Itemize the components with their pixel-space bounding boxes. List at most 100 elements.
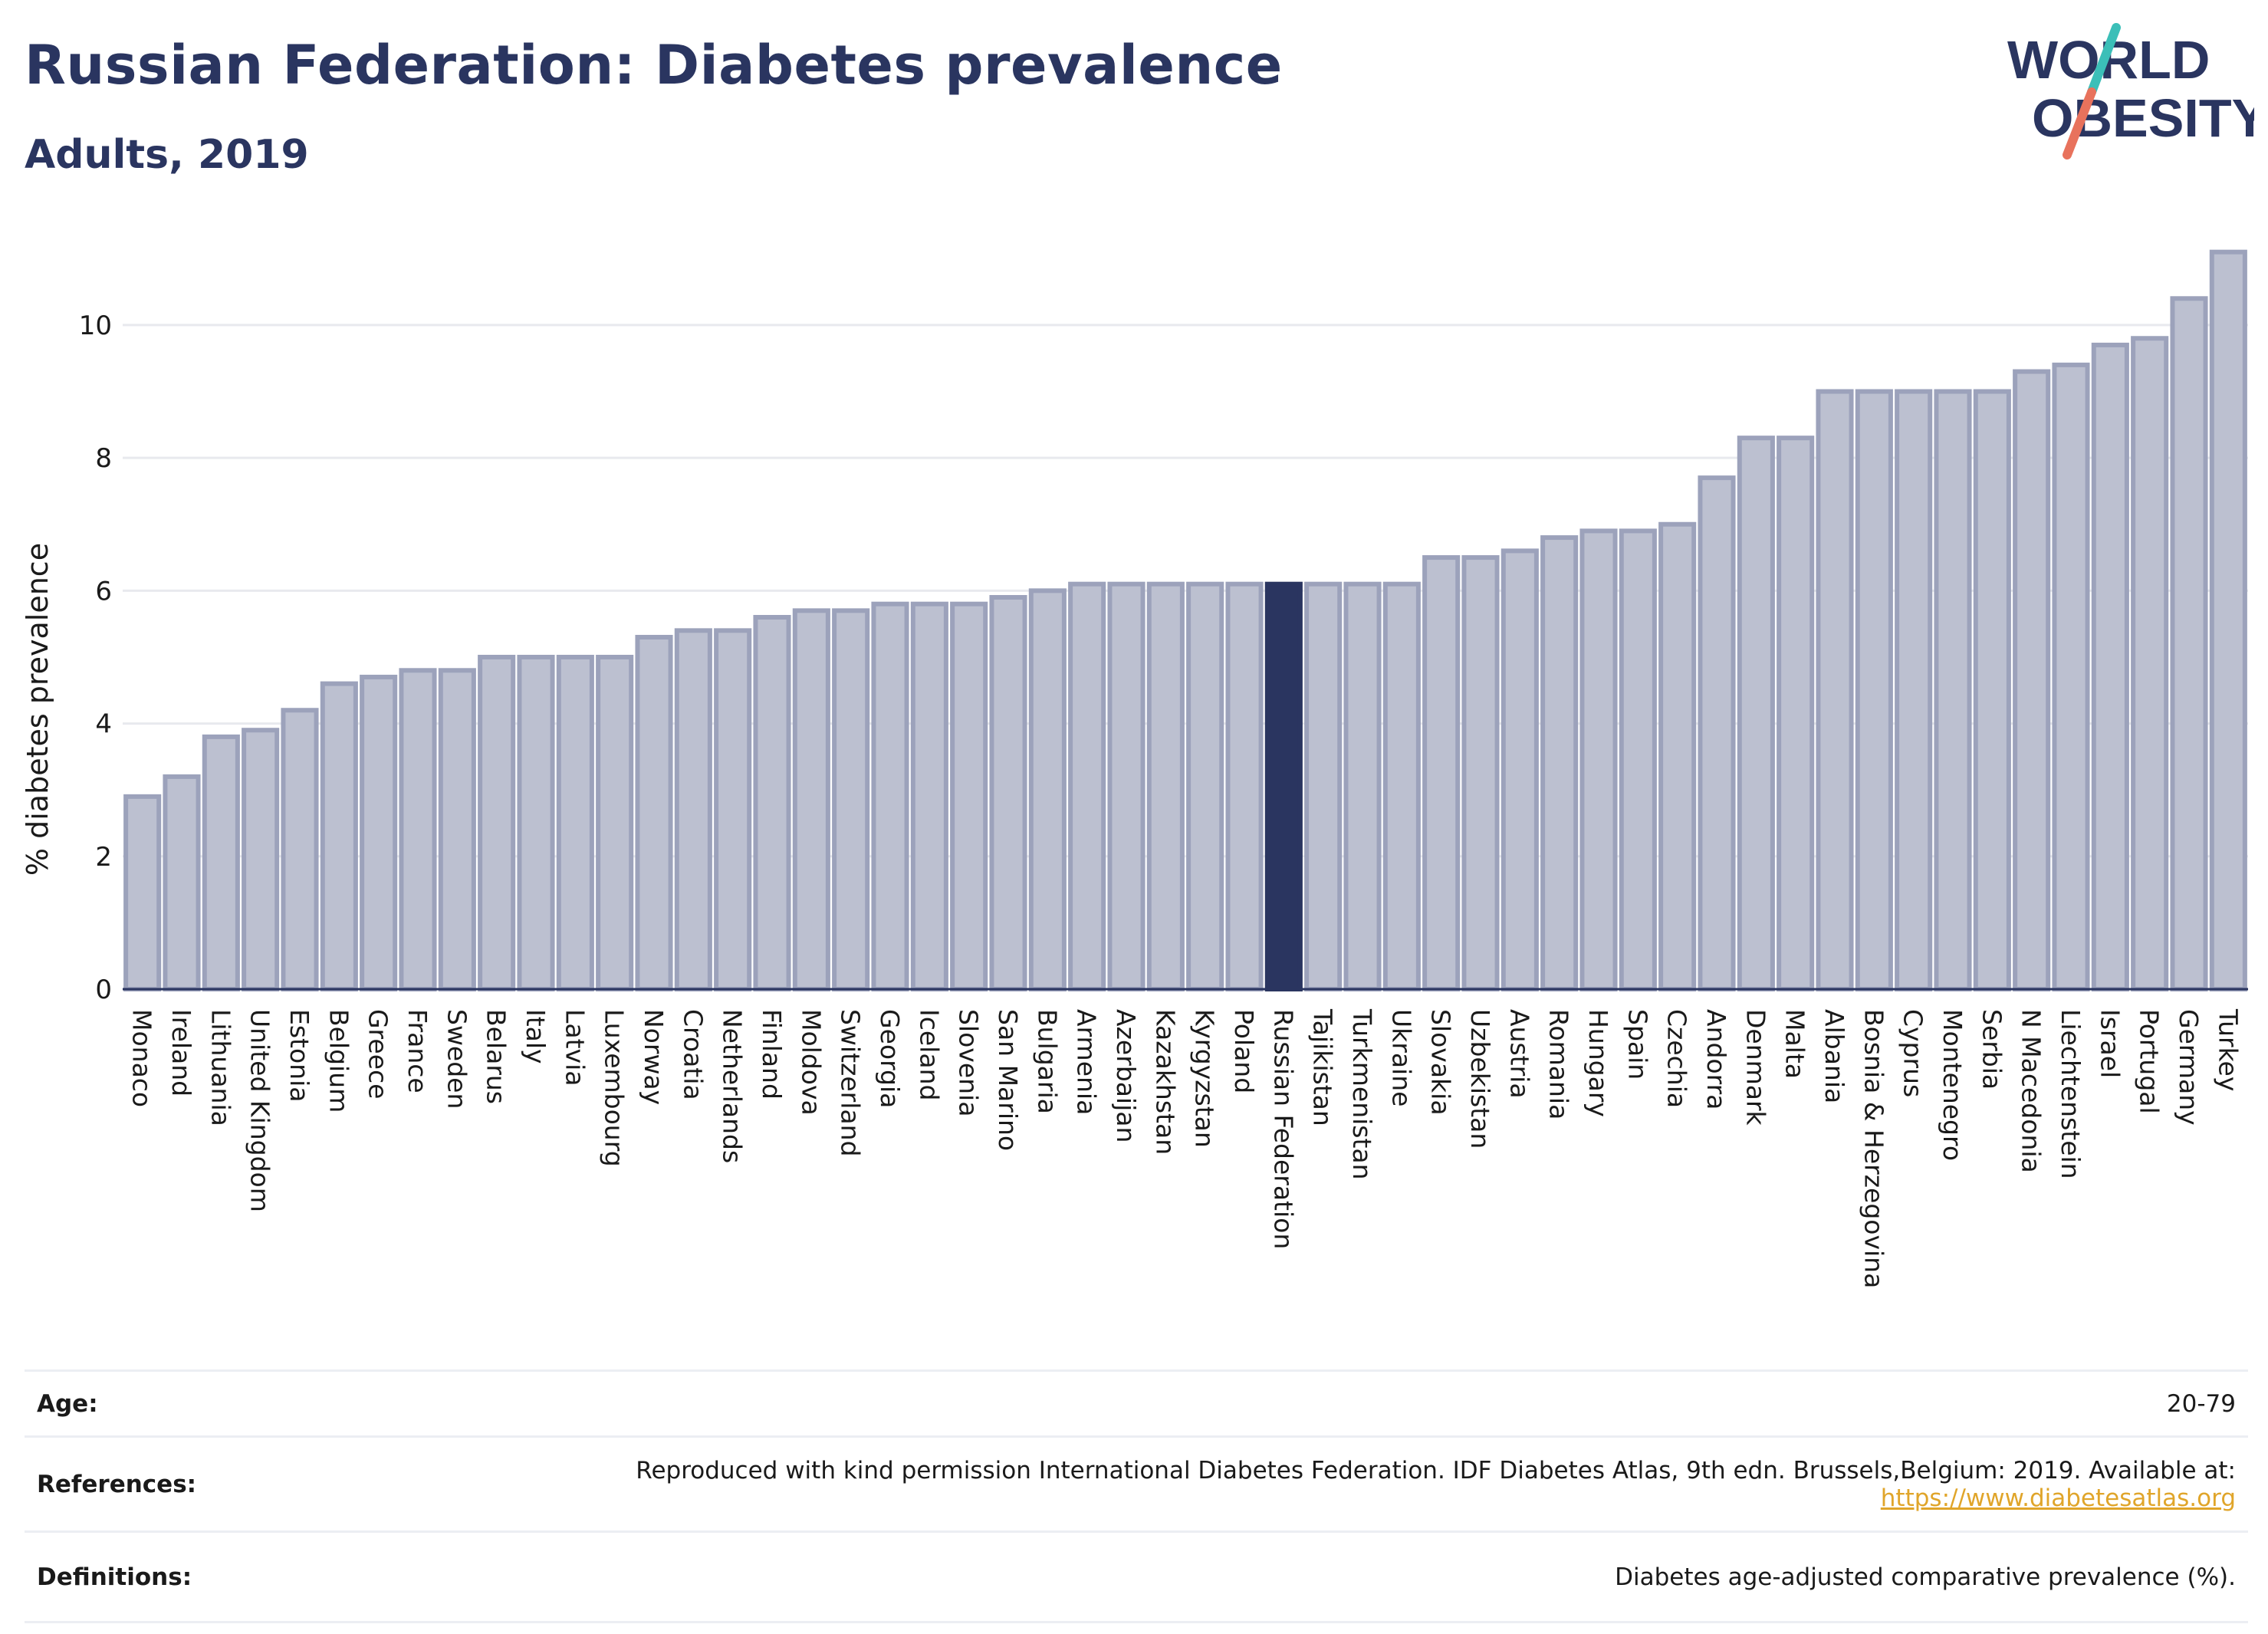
bar-kazakhstan[interactable] [1146,581,1185,991]
bar-moldova[interactable] [792,608,830,991]
info-row-age: Age: 20-79 [25,1369,2248,1437]
bar-armenia[interactable] [1068,581,1106,991]
bar-iceland[interactable] [910,601,948,992]
bar-monaco[interactable] [123,794,162,991]
bar-czechia[interactable] [1658,521,1697,991]
y-tick-label: 0 [95,975,112,1005]
bar-denmark[interactable] [1737,436,1775,991]
bar-switzerland[interactable] [832,608,870,991]
y-axis-ticks: 0 2 4 6 8 10 [79,311,112,1005]
bar-tajikistan[interactable] [1304,581,1343,991]
bar-portugal[interactable] [2131,336,2169,991]
bar-bosnia-herzegovina[interactable] [1855,389,1893,991]
bar-norway[interactable] [635,634,673,991]
bar-germany[interactable] [2170,296,2208,991]
age-label: Age: [25,1369,343,1437]
bar-latvia[interactable] [556,654,594,991]
bar-lithuania[interactable] [202,734,240,992]
bar-italy[interactable] [517,654,555,991]
definitions-label: Definitions: [25,1530,343,1623]
x-tick-label: Ukraine [1386,1009,1416,1106]
info-row-references: References: Reproduced with kind permiss… [25,1435,2248,1532]
x-tick-label: Serbia [1977,1009,2007,1090]
bar-austria[interactable] [1500,548,1539,991]
bar-turkey[interactable] [2209,249,2247,991]
bar-cyprus[interactable] [1895,389,1933,991]
references-label: References: [25,1435,343,1532]
bar-azerbaijan[interactable] [1107,581,1146,991]
y-tick-label: 8 [95,443,112,474]
logo-slash-top [2087,23,2121,97]
logo-slash-bottom [2063,87,2096,159]
bar-poland[interactable] [1225,581,1264,991]
bar-united-kingdom[interactable] [242,728,280,991]
bar-san-marino[interactable] [989,595,1027,992]
bar-israel[interactable] [2091,342,2129,991]
x-tick-label: Poland [1229,1009,1259,1093]
bar-netherlands[interactable] [714,628,752,991]
bar-croatia[interactable] [674,628,712,991]
bar-liechtenstein[interactable] [2052,362,2090,991]
diabetes-prevalence-bar-chart: 0 2 4 6 8 10 Monaco Ireland Lithuania United Kin… [21,249,2248,1288]
x-tick-label: Netherlands [718,1009,748,1163]
x-tick-label: Italy [521,1009,551,1064]
bar-ukraine[interactable] [1382,581,1421,991]
bar-serbia[interactable] [1973,389,2011,991]
bar-andorra[interactable] [1698,475,1736,991]
x-tick-label: Hungary [1583,1009,1613,1117]
x-tick-label: Finland [757,1009,787,1100]
bar-albania[interactable] [1816,389,1854,991]
x-tick-label: Turkmenistan [1347,1008,1377,1180]
x-tick-label: Uzbekistan [1465,1009,1495,1149]
y-tick-label: 2 [95,842,112,873]
bar-montenegro[interactable] [1934,389,1972,991]
bar-turkmenistan[interactable] [1343,581,1382,991]
x-tick-label: Israel [2095,1009,2125,1078]
page-title: Russian Federation: Diabetes prevalence [25,34,1283,97]
x-tick-label: Czechia [1662,1009,1692,1108]
x-tick-label: Spain [1622,1009,1652,1080]
bar-russian-federation[interactable] [1264,581,1303,991]
x-tick-label: Armenia [1072,1009,1102,1115]
x-tick-label: United Kingdom [245,1009,275,1212]
references-link[interactable]: https://www.diabetesatlas.org [1880,1484,2236,1512]
bar-uzbekistan[interactable] [1461,555,1500,991]
bar-hungary[interactable] [1579,528,1618,991]
x-tick-label: Slovakia [1426,1009,1456,1116]
bar-kyrgyzstan[interactable] [1186,581,1224,991]
x-tick-label: Iceland [914,1009,944,1100]
bar-belgium[interactable] [320,681,358,991]
x-tick-label: Bosnia & Herzegovina [1859,1009,1888,1288]
bar-slovakia[interactable] [1422,555,1461,991]
references-value: Reproduced with kind permission Internat… [343,1435,2248,1532]
x-tick-label: Germany [2174,1009,2204,1126]
x-tick-label: Greece [363,1009,393,1099]
bar-slovenia[interactable] [950,601,988,992]
x-tick-label: Romania [1544,1009,1574,1119]
x-tick-label: Malta [1780,1009,1810,1079]
y-tick-label: 4 [95,709,112,740]
bar-estonia[interactable] [281,708,319,991]
bar-bulgaria[interactable] [1028,588,1067,991]
bar-greece[interactable] [360,674,398,991]
bar-spain[interactable] [1619,528,1657,991]
bar-belarus[interactable] [478,654,516,991]
x-tick-label: Kazakhstan [1150,1009,1180,1155]
bar-malta[interactable] [1777,436,1815,991]
info-row-definitions: Definitions: Diabetes age-adjusted compa… [25,1530,2248,1623]
definitions-value: Diabetes age-adjusted comparative preval… [343,1530,2248,1623]
bar-georgia[interactable] [871,601,909,992]
x-tick-label: Lithuania [205,1009,235,1126]
bar-luxembourg[interactable] [596,654,634,991]
x-axis-ticks: Monaco Ireland Lithuania United Kingdom Esto… [127,1008,2243,1288]
bar-sweden[interactable] [438,668,476,991]
x-tick-label: Estonia [284,1009,314,1102]
bar-ireland[interactable] [163,774,201,991]
x-tick-label: Georgia [875,1009,905,1108]
bar-n-macedonia[interactable] [2013,369,2051,991]
x-tick-label: France [403,1009,432,1093]
bar-france[interactable] [399,668,437,991]
x-tick-label: Tajikistan [1308,1008,1338,1126]
bar-finland[interactable] [753,615,791,991]
bar-romania[interactable] [1540,535,1579,991]
